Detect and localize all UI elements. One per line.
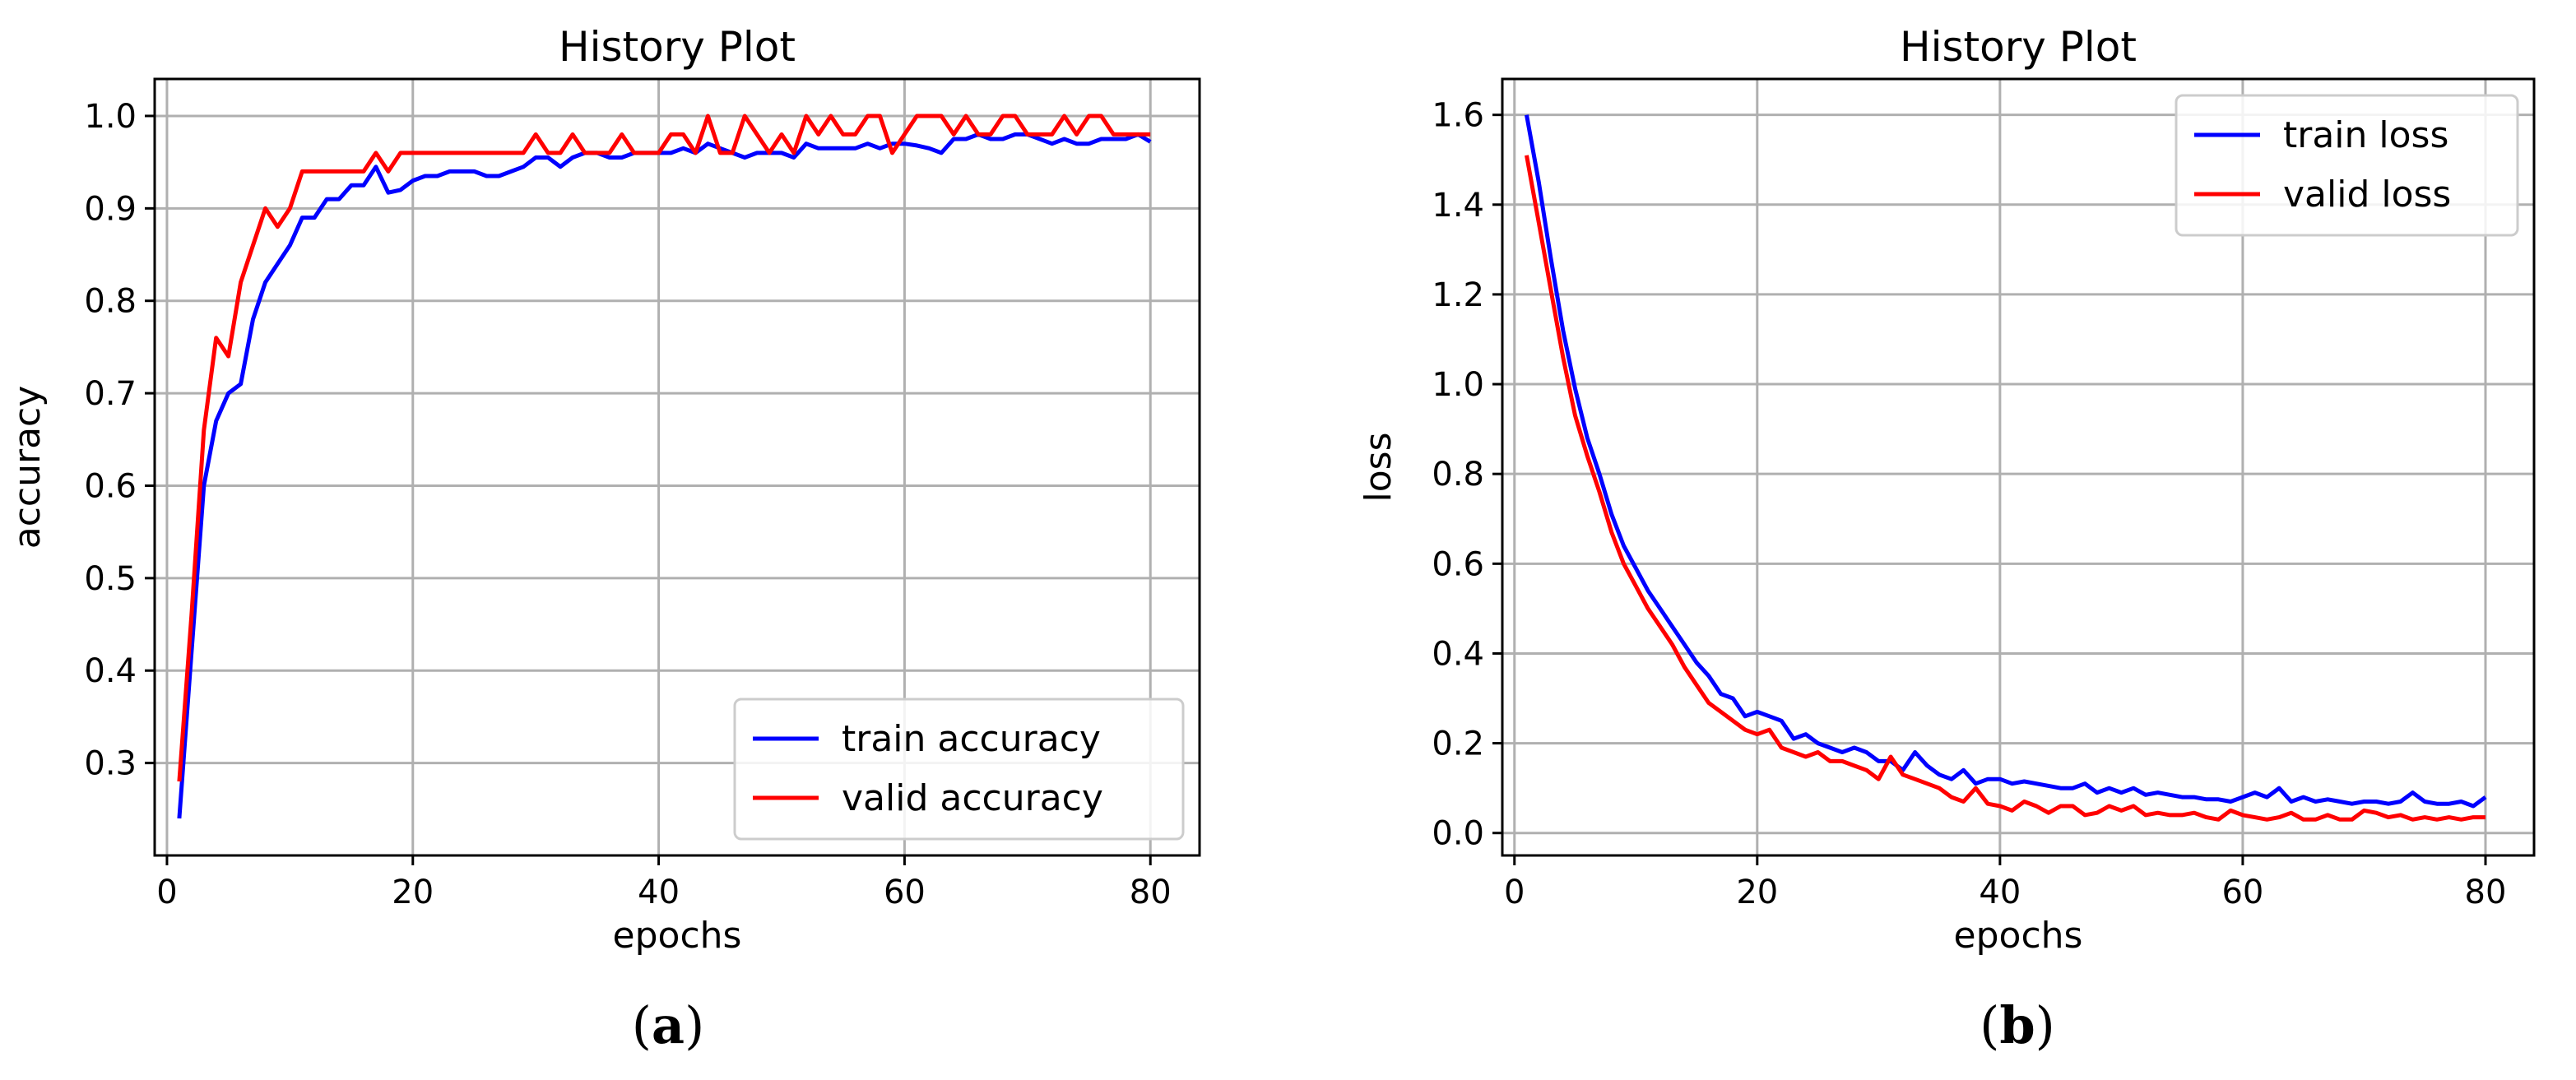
subfigure-caption: (b) [1980,995,2055,1055]
y-tick-label: 0.7 [84,375,137,413]
legend-entry-label: valid accuracy [842,777,1103,819]
y-tick-label: 0.6 [84,467,137,505]
legend: train accuracy valid accuracy [733,698,1185,841]
loss-chart: 0 20 40 60 80 0.0 0.2 0.4 0.6 0.8 1.0 1.2 1.4 1.6 Hist… [1358,23,2536,1055]
x-tick-label: 80 [1130,874,1172,911]
y-tick-label: 1.2 [1432,276,1484,314]
series-line-train-accuracy [177,132,1152,819]
plot-frame [1501,77,2536,857]
legend-entry-label: train loss [2283,114,2448,156]
series-line-valid-loss [1525,155,2485,822]
legend-entry-label: valid loss [2283,174,2451,216]
series-line-train-loss [1525,114,2487,809]
y-tick-label: 0.8 [84,283,137,321]
accuracy-chart: 0 20 40 60 80 0.3 0.4 0.5 0.6 0.7 0.8 0.9 1.0 History… [7,23,1201,1055]
plot-frame [153,77,1201,857]
legend-entry-label: train accuracy [842,718,1101,760]
y-tick-label: 0.9 [84,190,137,228]
series-line-valid-accuracy [177,114,1151,782]
x-tick-label: 60 [2221,874,2263,911]
subfigure-caption: (a) [632,995,705,1055]
y-tick-label: 0.3 [84,745,137,783]
y-tick-label: 1.6 [1432,97,1484,135]
x-tick-label: 60 [884,874,926,911]
x-axis-label: epochs [1954,915,2083,957]
chart-title: History Plot [559,23,796,71]
y-tick-label: 0.0 [1432,815,1484,853]
x-tick-label: 40 [1979,874,2021,911]
legend: train loss valid loss [2175,94,2519,237]
y-tick-label: 0.6 [1432,545,1484,583]
legend-box [733,698,1185,841]
y-axis-label: loss [1358,433,1399,503]
x-tick-label: 40 [638,874,680,911]
x-tick-label: 20 [1736,874,1778,911]
y-tick-label: 0.5 [84,560,137,598]
y-tick-label: 0.4 [1432,635,1484,673]
x-tick-label: 20 [392,874,434,911]
x-tick-label: 0 [1504,874,1525,911]
chart-title: History Plot [1900,23,2137,71]
legend-box [2175,94,2519,237]
y-tick-label: 1.4 [1432,187,1484,225]
x-tick-label: 80 [2465,874,2507,911]
y-tick-label: 1.0 [84,98,137,136]
y-tick-label: 0.2 [1432,725,1484,763]
x-tick-label: 0 [156,874,177,911]
y-tick-label: 0.4 [84,652,137,690]
x-axis-label: epochs [613,915,742,957]
y-tick-label: 1.0 [1432,366,1484,404]
y-axis-label: accuracy [7,386,49,549]
y-tick-label: 0.8 [1432,456,1484,494]
